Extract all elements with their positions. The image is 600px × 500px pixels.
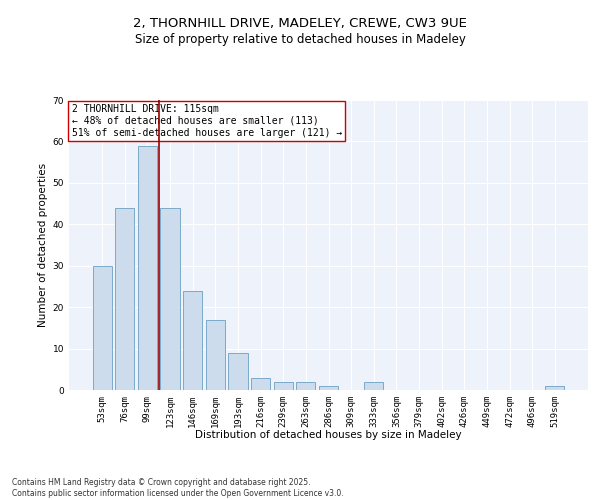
Bar bbox=[274, 382, 293, 390]
X-axis label: Distribution of detached houses by size in Madeley: Distribution of detached houses by size … bbox=[195, 430, 462, 440]
Bar bbox=[296, 382, 316, 390]
Text: 2 THORNHILL DRIVE: 115sqm
← 48% of detached houses are smaller (113)
51% of semi: 2 THORNHILL DRIVE: 115sqm ← 48% of detac… bbox=[71, 104, 342, 138]
Bar bbox=[364, 382, 383, 390]
Y-axis label: Number of detached properties: Number of detached properties bbox=[38, 163, 49, 327]
Text: Contains HM Land Registry data © Crown copyright and database right 2025.
Contai: Contains HM Land Registry data © Crown c… bbox=[12, 478, 344, 498]
Bar bbox=[138, 146, 157, 390]
Bar bbox=[183, 290, 202, 390]
Text: 2, THORNHILL DRIVE, MADELEY, CREWE, CW3 9UE: 2, THORNHILL DRIVE, MADELEY, CREWE, CW3 … bbox=[133, 18, 467, 30]
Text: Size of property relative to detached houses in Madeley: Size of property relative to detached ho… bbox=[134, 32, 466, 46]
Bar bbox=[160, 208, 180, 390]
Bar bbox=[92, 266, 112, 390]
Bar bbox=[115, 208, 134, 390]
Bar bbox=[545, 386, 565, 390]
Bar bbox=[251, 378, 270, 390]
Bar bbox=[206, 320, 225, 390]
Bar bbox=[319, 386, 338, 390]
Bar bbox=[229, 352, 248, 390]
